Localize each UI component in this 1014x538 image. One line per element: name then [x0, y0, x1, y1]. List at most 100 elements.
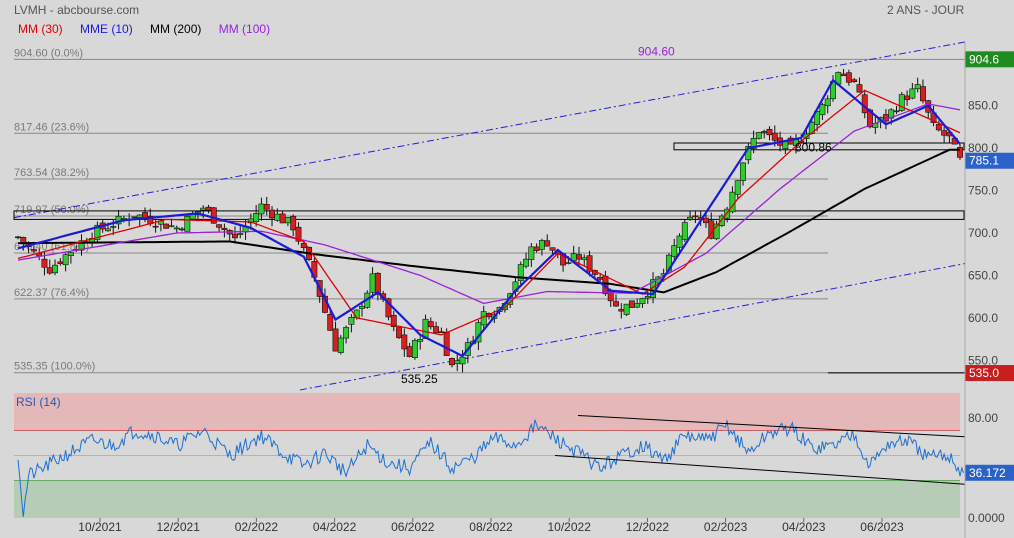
candle-body	[110, 226, 117, 228]
price-axis-tick: 650.0	[968, 268, 998, 282]
candle-body	[263, 204, 270, 210]
chart-title: LVMH - abcbourse.com	[14, 3, 140, 17]
candle-body	[179, 228, 186, 231]
candle-body	[692, 215, 699, 218]
candle-body	[904, 95, 911, 101]
candle-body	[755, 132, 762, 139]
candle-body	[411, 340, 418, 358]
candle-body	[105, 228, 111, 232]
candle-body	[253, 213, 260, 223]
price-tag	[965, 365, 1014, 382]
fib-level-label: 817.46 (23.6%)	[14, 121, 89, 133]
candle-body	[718, 215, 725, 226]
candle-body	[565, 262, 572, 264]
candle-body	[232, 233, 238, 239]
price-tag-label: 904.6	[969, 52, 999, 66]
time-axis-tick: 04/2023	[782, 520, 826, 534]
candle-body	[401, 334, 408, 350]
rsi-title: RSI (14)	[16, 395, 61, 409]
price-tag-label: 535.0	[969, 366, 999, 380]
candle-body	[41, 258, 48, 268]
candle-body	[766, 128, 773, 136]
candle-body	[771, 132, 778, 141]
candle-body	[390, 315, 397, 328]
candle-body	[533, 246, 540, 251]
candle-body	[15, 236, 21, 239]
candle-body	[724, 208, 731, 219]
candle-body	[898, 94, 905, 111]
candle-body	[52, 264, 58, 274]
time-axis-tick: 02/2022	[235, 520, 279, 534]
candle-body	[359, 306, 365, 309]
candle-body	[819, 104, 826, 116]
price-tag	[965, 152, 1014, 169]
candle-body	[353, 309, 360, 319]
rsi-trendline	[577, 415, 966, 438]
candle-body	[814, 111, 821, 125]
candle-body	[454, 360, 461, 364]
price-axis-tick: 550.0	[968, 353, 998, 367]
channel-upper-line	[13, 41, 966, 219]
candle-body	[173, 227, 180, 230]
candle-body	[279, 213, 286, 224]
rsi-value-label: 36.172	[969, 466, 1006, 480]
candle-body	[845, 72, 852, 83]
candle-body	[258, 203, 265, 215]
candle-body	[740, 162, 746, 181]
candle-body	[449, 358, 455, 366]
candle-body	[184, 215, 191, 232]
ma200-line	[17, 148, 960, 294]
candle-body	[433, 326, 440, 334]
fib-level-label: 535.35 (100.0%)	[14, 361, 95, 373]
candle-body	[634, 303, 641, 308]
candle-body	[761, 131, 768, 133]
candle-body	[549, 247, 556, 251]
rsi-trendline	[554, 455, 966, 485]
rsi-line	[17, 419, 964, 517]
candle-body	[30, 249, 37, 252]
candle-body	[671, 245, 678, 257]
resistance-box	[13, 210, 965, 220]
legend: MM (30) MME (10) MM (200) MM (100)	[18, 22, 284, 36]
candle-body	[713, 223, 720, 240]
rsi-axis-tick: 80.00	[968, 411, 998, 425]
legend-mm30: MM (30)	[18, 22, 63, 36]
candle-body	[163, 223, 170, 229]
candle-body	[406, 346, 413, 357]
legend-mm100: MM (100)	[218, 22, 271, 36]
candle-body	[644, 295, 651, 299]
rsi-oversold-zone	[14, 480, 960, 518]
candle-body	[62, 254, 69, 266]
price-axis-tick: 850.0	[968, 99, 998, 113]
candle-body	[935, 124, 942, 131]
candle-body	[687, 216, 694, 220]
price-tag	[965, 51, 1014, 68]
candle-body	[824, 98, 831, 107]
candle-body	[67, 252, 74, 257]
candle-body	[284, 217, 291, 224]
candle-body	[840, 73, 847, 77]
candle-body	[538, 240, 545, 250]
rsi-value-tag	[965, 464, 1014, 481]
candle-body	[385, 298, 392, 318]
candle-body	[544, 240, 551, 247]
time-axis-tick: 12/2021	[157, 520, 201, 534]
annotation-resistance: 800.86	[795, 140, 832, 154]
time-axis-tick: 08/2022	[469, 520, 513, 534]
time-axis-tick: 12/2022	[626, 520, 670, 534]
candle-body	[941, 130, 948, 136]
candle-body	[808, 121, 815, 135]
candle-body	[676, 235, 683, 248]
candle-body	[459, 356, 466, 365]
candle-body	[46, 267, 53, 274]
candle-body	[269, 209, 275, 219]
candle-body	[623, 303, 630, 315]
candle-body	[957, 147, 963, 158]
candle-body	[856, 84, 863, 93]
candle-body	[914, 84, 921, 90]
candle-body	[200, 207, 207, 211]
candle-body	[168, 225, 175, 228]
mme10-line	[17, 78, 961, 358]
